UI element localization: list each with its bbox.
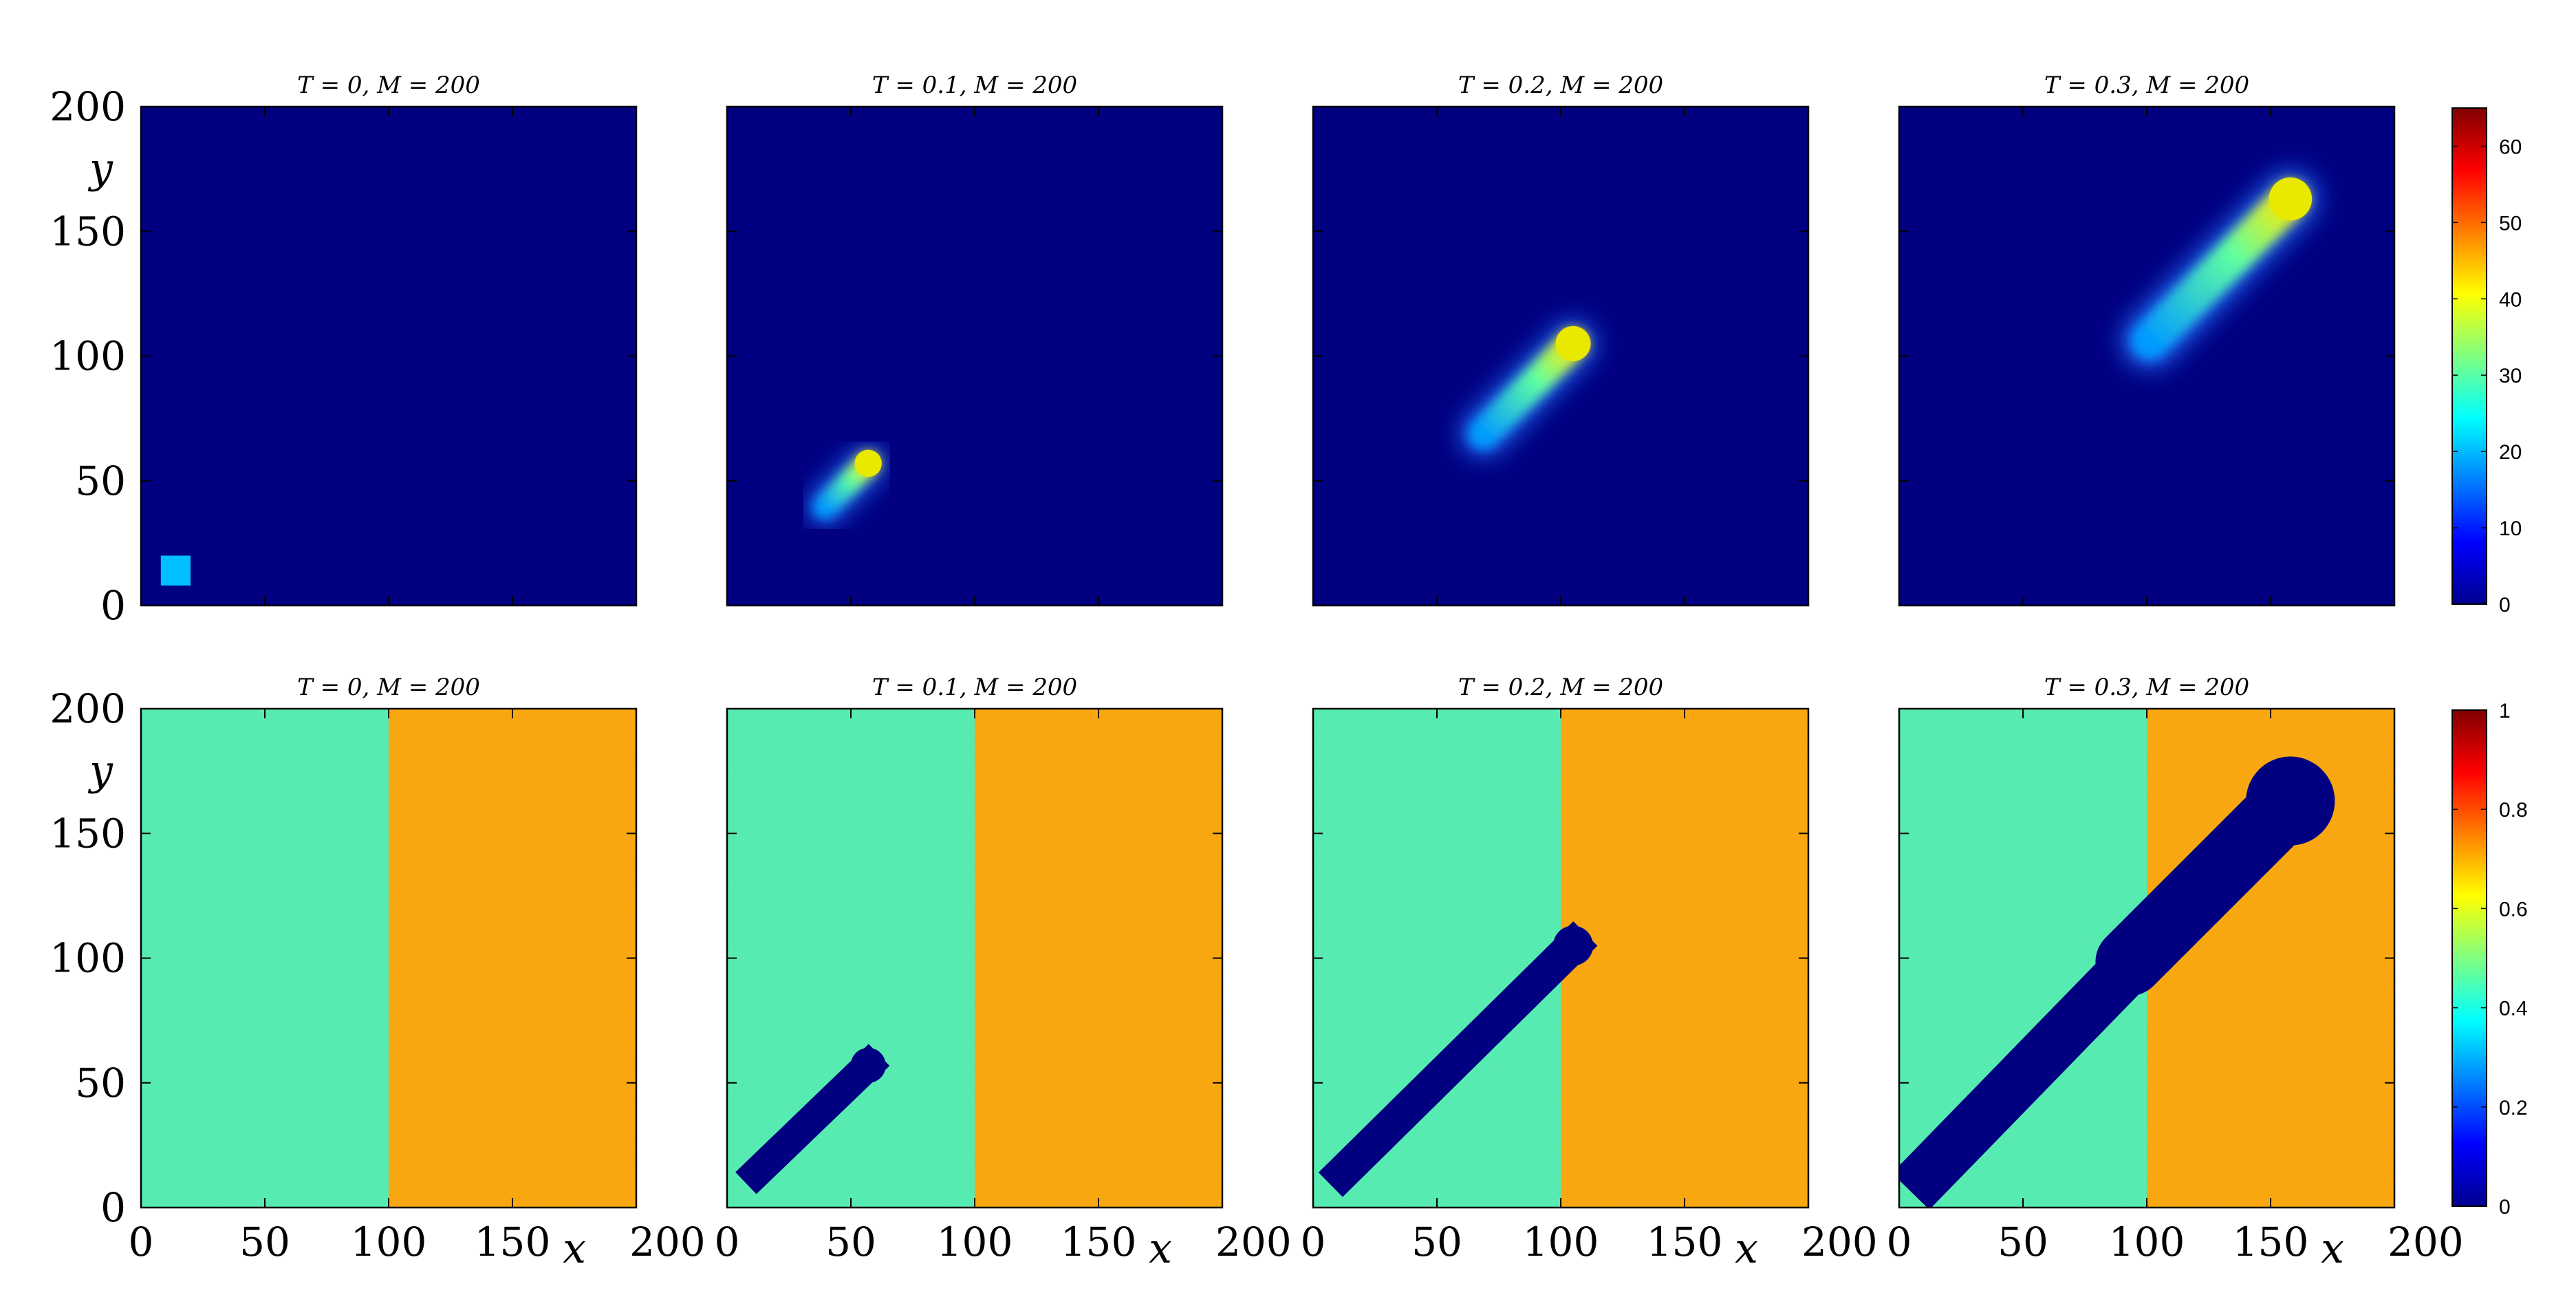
panel-r2-c1: T = 0, M = 200 0 50 100 150 200 y 0 50 100 150 200 x bbox=[50, 674, 705, 1273]
colorbar-tick-label: 1 bbox=[2499, 700, 2511, 722]
channel-body bbox=[735, 1044, 890, 1194]
x-tick-label: 0 bbox=[1301, 1219, 1326, 1265]
x-tick-label: 200 bbox=[1215, 1219, 1292, 1265]
panel-r2-c4: T = 0.3, M = 200 0 50 100 150 200 x bbox=[1887, 674, 2464, 1273]
panel-field bbox=[727, 709, 1222, 1208]
y-tick-label: 200 bbox=[50, 685, 126, 732]
panel-field bbox=[141, 709, 636, 1208]
panel-field bbox=[1313, 107, 1808, 605]
x-tick-label: 150 bbox=[1647, 1219, 1723, 1265]
colorbar-tick-label: 0 bbox=[2499, 594, 2511, 617]
x-axis-label: x bbox=[1149, 1225, 1172, 1273]
colorbar-tick-label: 0 bbox=[2499, 1196, 2511, 1219]
initial-patch bbox=[160, 555, 191, 586]
panel-title: T = 0.3, M = 200 bbox=[2044, 72, 2249, 99]
panel-field bbox=[141, 107, 636, 605]
channel-head bbox=[850, 1047, 886, 1083]
panel-title: T = 0, M = 200 bbox=[297, 72, 480, 99]
y-tick-label: 150 bbox=[50, 810, 126, 857]
colorbars-layer: 0 10 20 30 40 50 60 0 0.2 0.4 0.6 0.8 1 bbox=[2451, 107, 2528, 1219]
y-tick-label: 200 bbox=[50, 83, 126, 130]
y-tick-label: 0 bbox=[100, 582, 126, 629]
plume-body bbox=[2131, 180, 2309, 359]
y-tick-label: 50 bbox=[75, 458, 126, 504]
x-tick-label: 50 bbox=[825, 1219, 876, 1265]
channel-widening bbox=[2095, 767, 2325, 996]
x-tick-label: 50 bbox=[1998, 1219, 2048, 1265]
x-tick-label: 100 bbox=[2109, 1219, 2185, 1265]
colorbar-tick-label: 20 bbox=[2499, 441, 2522, 464]
x-tick-label: 150 bbox=[2233, 1219, 2309, 1265]
colorbar-tick-label: 0.4 bbox=[2499, 998, 2528, 1020]
y-tick-label: 100 bbox=[50, 333, 126, 380]
y-tick-label: 150 bbox=[50, 208, 126, 255]
panel-title: T = 0.1, M = 200 bbox=[872, 674, 1077, 701]
panel-r1-c2: T = 0.1, M = 200 bbox=[726, 72, 1224, 607]
x-tick-label: 0 bbox=[129, 1219, 154, 1265]
x-tick-label: 0 bbox=[1887, 1219, 1912, 1265]
colorbar-tick-label: 60 bbox=[2499, 136, 2522, 158]
plume-head bbox=[2269, 177, 2313, 221]
x-axis-label: x bbox=[563, 1225, 586, 1273]
channel-head bbox=[1553, 925, 1593, 966]
plume-head bbox=[854, 449, 882, 478]
colorbar-scale bbox=[2451, 107, 2487, 605]
x-tick-label: 100 bbox=[937, 1219, 1013, 1265]
x-tick-label: 150 bbox=[475, 1219, 551, 1265]
y-tick-label: 50 bbox=[75, 1060, 126, 1106]
x-tick-label: 100 bbox=[351, 1219, 427, 1265]
panel-r2-c3: T = 0.2, M = 200 0 50 100 150 200 x bbox=[1301, 674, 1878, 1273]
panel-r2-c2: T = 0.1, M = 200 0 50 100 150 200 x bbox=[715, 674, 1292, 1273]
panel-r1-c4: T = 0.3, M = 200 bbox=[1898, 72, 2396, 607]
plume-body bbox=[1468, 328, 1588, 449]
panel-r1-c1: T = 0, M = 200 0 50 100 150 200 y bbox=[50, 72, 638, 629]
y-axis-label: y bbox=[87, 144, 113, 193]
panel-title: T = 0.2, M = 200 bbox=[1458, 674, 1663, 701]
channel-body bbox=[1318, 921, 1598, 1197]
y-tick-label: 100 bbox=[50, 935, 126, 982]
colorbar-top: 0 10 20 30 40 50 60 bbox=[2451, 107, 2522, 617]
x-tick-label: 0 bbox=[715, 1219, 740, 1265]
colorbar-bottom: 0 0.2 0.4 0.6 0.8 1 bbox=[2451, 700, 2528, 1219]
panel-title: T = 0, M = 200 bbox=[297, 674, 480, 701]
colorbar-tick-label: 50 bbox=[2499, 212, 2522, 235]
x-tick-label: 200 bbox=[2388, 1219, 2464, 1265]
colorbar-tick-label: 10 bbox=[2499, 517, 2522, 540]
y-axis-label: y bbox=[87, 747, 113, 795]
x-tick-label: 200 bbox=[629, 1219, 706, 1265]
colorbar-scale bbox=[2451, 709, 2487, 1207]
panel-field bbox=[727, 107, 1222, 605]
x-tick-label: 200 bbox=[1801, 1219, 1878, 1265]
panel-title: T = 0.1, M = 200 bbox=[872, 72, 1077, 99]
plume-head bbox=[1555, 325, 1591, 361]
x-tick-label: 50 bbox=[1411, 1219, 1462, 1265]
concentration-background bbox=[727, 107, 1222, 605]
x-tick-label: 150 bbox=[1061, 1219, 1137, 1265]
panels-layer: T = 0, M = 200 0 50 100 150 200 y T = 0.1, M = … bbox=[50, 72, 2463, 1273]
y-tick-label: 0 bbox=[100, 1184, 126, 1231]
colorbar-tick-label: 0.6 bbox=[2499, 898, 2528, 921]
concentration-background bbox=[141, 107, 636, 605]
x-axis-label: x bbox=[2321, 1225, 2344, 1273]
x-axis-label: x bbox=[1735, 1225, 1758, 1273]
colorbar-tick-label: 0.8 bbox=[2499, 799, 2528, 822]
x-tick-label: 50 bbox=[239, 1219, 290, 1265]
colorbar-tick-label: 40 bbox=[2499, 288, 2522, 311]
panel-field bbox=[1313, 709, 1808, 1208]
panel-field bbox=[1899, 709, 2394, 1208]
colorbar-tick-label: 0.2 bbox=[2499, 1097, 2528, 1119]
panel-r1-c3: T = 0.2, M = 200 bbox=[1312, 72, 1810, 607]
colorbar-tick-label: 30 bbox=[2499, 365, 2522, 387]
field-noise bbox=[141, 709, 636, 1208]
panel-title: T = 0.2, M = 200 bbox=[1458, 72, 1663, 99]
panel-field bbox=[1899, 107, 2394, 605]
x-tick-label: 100 bbox=[1523, 1219, 1599, 1265]
panel-title: T = 0.3, M = 200 bbox=[2044, 674, 2249, 701]
